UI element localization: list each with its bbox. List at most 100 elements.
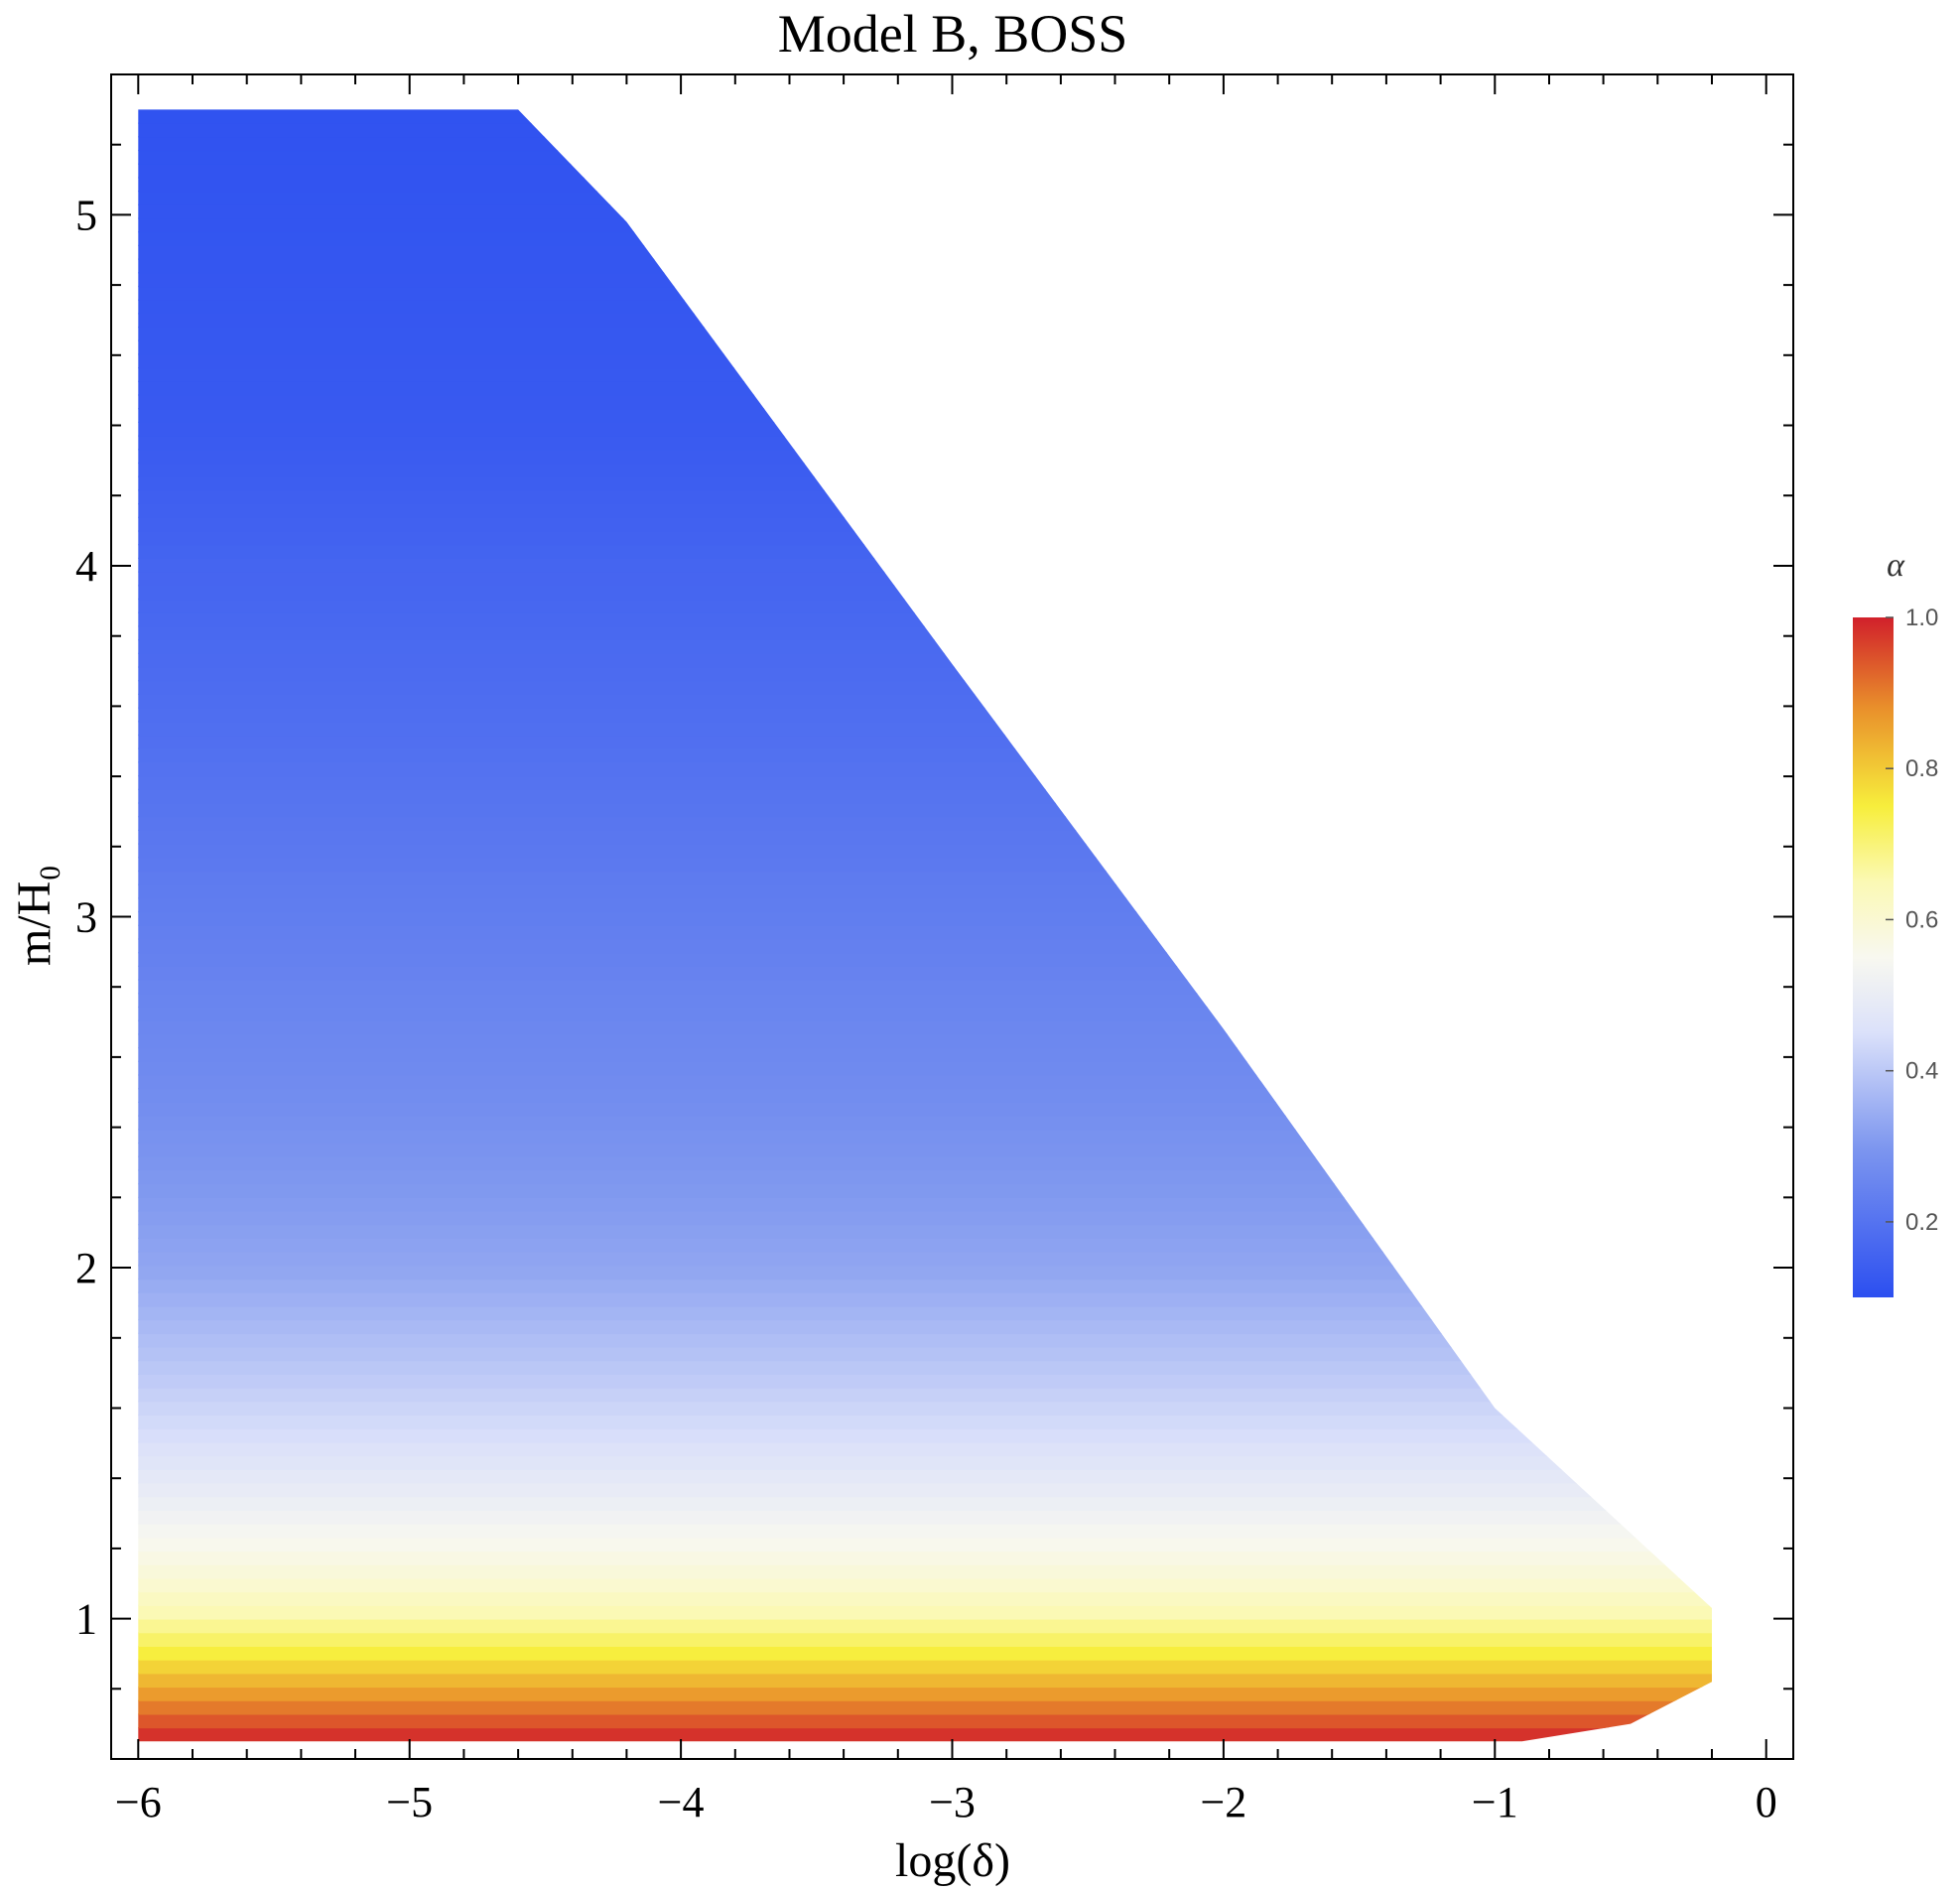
alpha-band — [138, 721, 1712, 737]
y-tick-labels: 1 2 3 4 5 — [75, 191, 97, 1643]
colorbar-ticks: 0.2 0.4 0.6 0.8 1.0 — [1886, 605, 1938, 1236]
alpha-band — [138, 585, 1712, 601]
alpha-band — [138, 1251, 1712, 1267]
alpha-band — [138, 883, 1712, 899]
alpha-band — [138, 1645, 1712, 1661]
alpha-band — [138, 1142, 1712, 1157]
colorbar-tick-label: 0.2 — [1905, 1209, 1938, 1236]
alpha-band — [138, 203, 1712, 219]
alpha-band — [138, 258, 1712, 274]
alpha-band — [138, 1604, 1712, 1620]
alpha-band — [138, 394, 1712, 410]
alpha-band — [138, 816, 1712, 831]
alpha-band — [138, 666, 1712, 682]
chart-title: Model B, BOSS — [778, 4, 1128, 64]
alpha-band — [138, 1183, 1712, 1198]
alpha-region — [138, 109, 1712, 1742]
x-tick-labels: −6 −5 −4 −3 −2 −1 0 — [115, 1778, 1777, 1826]
alpha-band — [138, 1319, 1712, 1334]
alpha-band — [138, 327, 1712, 341]
colorbar-tick-label: 1.0 — [1905, 605, 1938, 631]
x-axis-title: log(δ) — [895, 1834, 1010, 1887]
alpha-band — [138, 761, 1712, 777]
x-tick-label: −5 — [386, 1778, 433, 1826]
alpha-band — [138, 544, 1712, 559]
alpha-band — [138, 1129, 1712, 1145]
alpha-band — [138, 1060, 1712, 1076]
alpha-band — [138, 1360, 1712, 1375]
x-tick-label: 0 — [1756, 1778, 1777, 1826]
alpha-band — [138, 516, 1712, 532]
alpha-band — [138, 788, 1712, 804]
alpha-band — [138, 122, 1712, 138]
alpha-band — [138, 1169, 1712, 1185]
alpha-band — [138, 1074, 1712, 1090]
x-tick-label: −2 — [1200, 1778, 1246, 1826]
alpha-band — [138, 313, 1712, 329]
alpha-band — [138, 639, 1712, 654]
alpha-band — [138, 489, 1712, 505]
alpha-band — [138, 979, 1712, 995]
alpha-band — [138, 1155, 1712, 1171]
alpha-band — [138, 367, 1712, 382]
alpha-band — [138, 421, 1712, 437]
alpha-band — [138, 1563, 1712, 1579]
alpha-band — [138, 1387, 1712, 1403]
alpha-band — [138, 802, 1712, 818]
alpha-band — [138, 829, 1712, 845]
alpha-band — [138, 136, 1712, 152]
alpha-band — [138, 1006, 1712, 1021]
alpha-band — [138, 231, 1712, 246]
colorbar-tick-label: 0.8 — [1905, 755, 1938, 782]
alpha-band — [138, 611, 1712, 627]
y-axis-title: m/H₀ — [8, 865, 61, 966]
alpha-band — [138, 870, 1712, 885]
alpha-band — [138, 1291, 1712, 1307]
alpha-band — [138, 1332, 1712, 1348]
alpha-band — [138, 993, 1712, 1009]
alpha-band — [138, 1727, 1712, 1742]
alpha-band — [138, 163, 1712, 179]
alpha-band — [138, 1713, 1712, 1729]
alpha-band — [138, 462, 1712, 477]
colorbar-title: α — [1887, 547, 1905, 584]
alpha-band — [138, 857, 1712, 873]
axis-ticks — [111, 73, 1793, 1760]
alpha-band — [138, 475, 1712, 491]
alpha-band — [138, 734, 1712, 749]
alpha-band — [138, 191, 1712, 205]
colorbar-tick-label: 0.4 — [1905, 1058, 1938, 1085]
alpha-band — [138, 1591, 1712, 1606]
alpha-band — [138, 353, 1712, 369]
alpha-band — [138, 217, 1712, 233]
alpha-band — [138, 1373, 1712, 1389]
alpha-band — [138, 747, 1712, 763]
alpha-band — [138, 625, 1712, 641]
alpha-band — [138, 1632, 1712, 1647]
alpha-band — [138, 1496, 1712, 1511]
alpha-band — [138, 177, 1712, 193]
alpha-band — [138, 652, 1712, 668]
alpha-band — [138, 1237, 1712, 1253]
alpha-band — [138, 299, 1712, 315]
alpha-band — [138, 1401, 1712, 1417]
alpha-band — [138, 1305, 1712, 1321]
alpha-band — [138, 285, 1712, 301]
alpha-band — [138, 1414, 1712, 1429]
alpha-band — [138, 530, 1712, 546]
alpha-band — [138, 1441, 1712, 1457]
alpha-band — [138, 1210, 1712, 1226]
alpha-band — [138, 449, 1712, 465]
alpha-band — [138, 244, 1712, 260]
alpha-band — [138, 598, 1712, 613]
alpha-band — [138, 1468, 1712, 1484]
y-tick-label: 1 — [75, 1595, 97, 1644]
y-tick-label: 2 — [75, 1244, 97, 1292]
alpha-band — [138, 1033, 1712, 1049]
alpha-band — [138, 380, 1712, 396]
alpha-band — [138, 1278, 1712, 1293]
alpha-band — [138, 1537, 1712, 1553]
alpha-band — [138, 339, 1712, 355]
alpha-band — [138, 1577, 1712, 1593]
